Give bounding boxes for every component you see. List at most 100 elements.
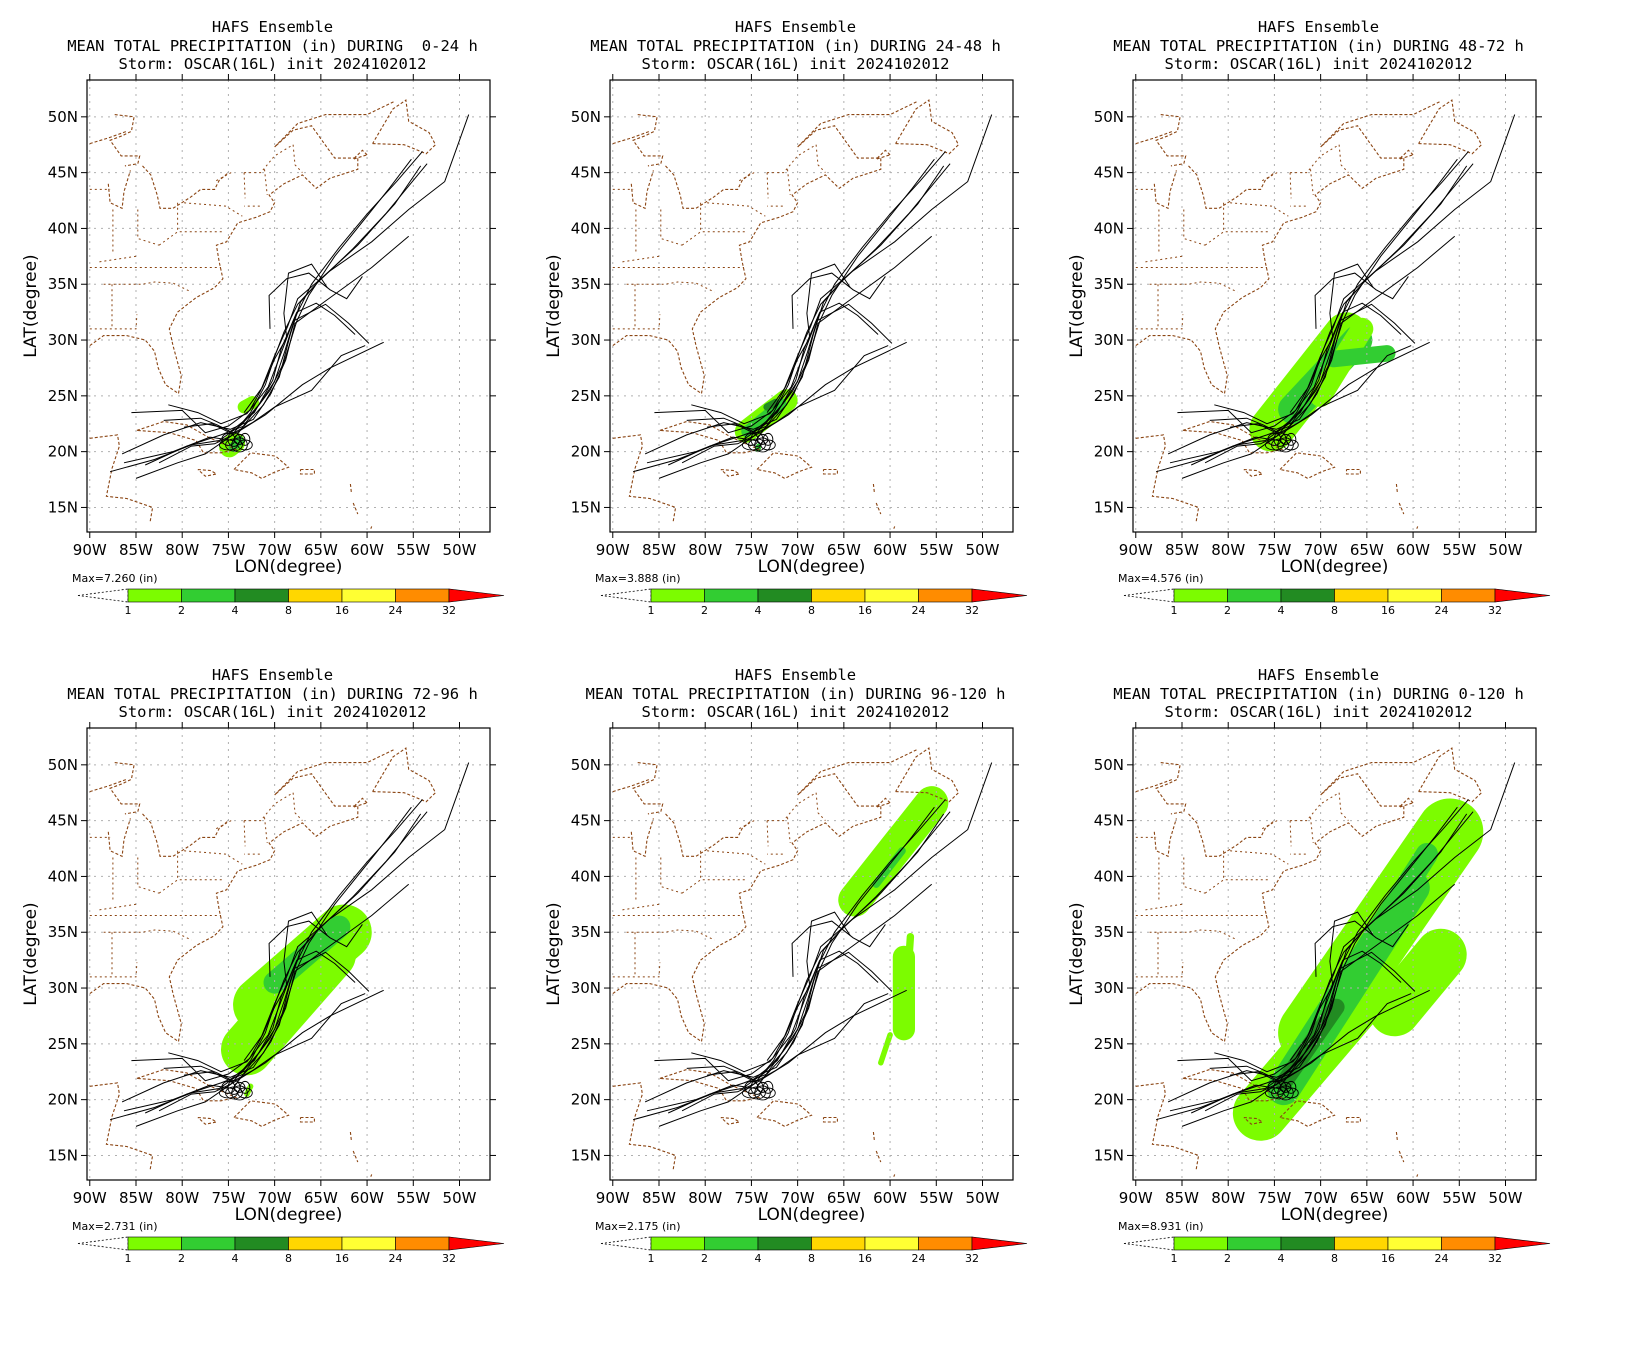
initial-loops <box>1264 1079 1299 1101</box>
storm-track <box>1209 950 1402 1081</box>
colorbar-level-label: 32 <box>965 604 979 617</box>
colorbar-level-label: 24 <box>912 604 926 617</box>
map-panel: HAFS Ensemble MEAN TOTAL PRECIPITATION (i… <box>1046 648 1591 1324</box>
colorbar-extension <box>448 1236 505 1251</box>
x-tick-label: 90W <box>1119 1189 1153 1207</box>
storm-track <box>667 165 945 466</box>
colorbar-segment <box>757 1236 812 1251</box>
colorbar-level-label: 2 <box>701 604 708 617</box>
storm-track <box>766 263 851 413</box>
map-frame <box>609 79 1014 533</box>
x-axis-title: LON(degree) <box>758 1205 866 1225</box>
x-tick-label: 65W <box>1350 541 1384 559</box>
model-title: HAFS Ensemble <box>211 666 334 684</box>
y-tick-label: 35N <box>1094 923 1124 941</box>
colorbar-level-label: 32 <box>965 1252 979 1265</box>
y-axis-title: LAT(degree) <box>544 254 564 357</box>
period-title: MEAN TOTAL PRECIPITATION (in) DURING 48-… <box>1113 37 1524 55</box>
colorbar-segment <box>1441 588 1496 603</box>
storm-track <box>707 993 889 1083</box>
storm-track <box>686 950 879 1081</box>
colorbar: 1 2 4 8 16 24 32 <box>1123 588 1551 617</box>
colorbar: 1 2 4 8 16 24 32 <box>77 588 505 617</box>
x-tick-label: 55W <box>1442 1189 1476 1207</box>
storm-track <box>632 151 946 473</box>
colorbar-extension <box>971 588 1028 603</box>
colorbar-level-label: 4 <box>1278 604 1285 617</box>
x-tick-label: 60W <box>350 541 384 559</box>
storm-track <box>144 165 422 466</box>
storm-track <box>1230 345 1412 435</box>
map-panel: HAFS Ensemble MEAN TOTAL PRECIPITATION (i… <box>0 648 545 1324</box>
colorbar-level-label: 1 <box>648 1252 655 1265</box>
ensemble-tracks <box>109 114 470 479</box>
storm-track <box>158 341 384 464</box>
colorbar-extension <box>1494 588 1551 603</box>
precip-area <box>904 933 915 968</box>
x-tick-label: 70W <box>1304 541 1338 559</box>
colorbar-level-label: 24 <box>389 604 403 617</box>
colorbar-segment <box>1280 588 1335 603</box>
colorbar-segment <box>650 588 705 603</box>
x-tick-label: 90W <box>73 541 107 559</box>
storm-track <box>644 883 933 1103</box>
x-tick-label: 60W <box>1396 541 1430 559</box>
period-title: MEAN TOTAL PRECIPITATION (in) DURING 96-… <box>585 685 1006 703</box>
storm-track <box>163 950 356 1081</box>
initial-loops <box>741 1079 776 1101</box>
y-tick-label: 25N <box>571 387 601 405</box>
storm-track <box>681 989 907 1112</box>
state-borders <box>612 143 826 330</box>
x-tick-label: 55W <box>919 541 953 559</box>
x-tick-label: 55W <box>919 1189 953 1207</box>
colorbar-segment <box>918 588 973 603</box>
storm-track <box>184 345 366 435</box>
coastlines <box>612 747 960 1177</box>
colorbar-segment <box>395 588 450 603</box>
map-frame <box>1132 79 1537 533</box>
y-tick-label: 35N <box>1094 275 1124 293</box>
coastlines <box>89 747 437 1177</box>
colorbar-segment <box>864 1236 919 1251</box>
x-axis-title: LON(degree) <box>758 557 866 577</box>
y-tick-label: 35N <box>48 923 78 941</box>
storm-track <box>1190 813 1468 1114</box>
ensemble-tracks <box>1155 762 1516 1127</box>
y-tick-label: 20N <box>571 443 601 461</box>
x-axis-title: LON(degree) <box>235 557 343 577</box>
colorbar-level-label: 24 <box>389 1252 403 1265</box>
colorbar-segment <box>1227 588 1282 603</box>
storm-track <box>1169 158 1458 464</box>
colorbar-segment <box>234 588 289 603</box>
y-tick-label: 20N <box>48 1091 78 1109</box>
x-tick-label: 55W <box>396 1189 430 1207</box>
colorbar-segment <box>1173 588 1228 603</box>
colorbar-level-label: 32 <box>442 604 456 617</box>
y-tick-label: 30N <box>571 331 601 349</box>
state-borders <box>89 143 303 330</box>
colorbar-segment <box>1334 588 1389 603</box>
coastlines <box>89 99 437 529</box>
storm-track <box>243 911 328 1061</box>
storm-title: Storm: OSCAR(16L) init 2024102012 <box>118 55 427 73</box>
colorbar-level-label: 1 <box>125 1252 132 1265</box>
colorbar-level-label: 4 <box>755 1252 762 1265</box>
y-tick-label: 15N <box>1094 498 1124 516</box>
colorbar-segment <box>1334 1236 1389 1251</box>
storm-track <box>707 345 889 435</box>
colorbar-level-label: 32 <box>1488 604 1502 617</box>
x-axis-title: LON(degree) <box>235 1205 343 1225</box>
x-tick-label: 75W <box>1257 1189 1291 1207</box>
colorbar-level-label: 2 <box>178 1252 185 1265</box>
precip-map: 90W 85W 80W 75W 70W 65W 60W 55W 50W 15N 20N 25N 30N 3… <box>1067 74 1551 617</box>
initial-loops <box>741 431 776 453</box>
state-borders <box>89 791 303 978</box>
storm-track <box>268 272 363 329</box>
x-tick-label: 90W <box>596 541 630 559</box>
colorbar: 1 2 4 8 16 24 32 <box>77 1236 505 1265</box>
ensemble-tracks <box>632 114 993 479</box>
x-tick-label: 80W <box>1211 541 1245 559</box>
colorbar-level-label: 1 <box>648 604 655 617</box>
storm-track <box>1289 263 1374 413</box>
y-axis-title: LAT(degree) <box>21 902 41 1005</box>
